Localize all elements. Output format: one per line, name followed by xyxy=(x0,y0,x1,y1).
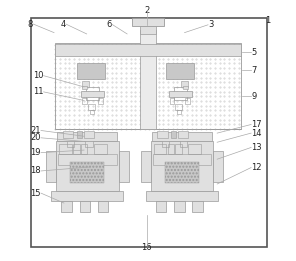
Bar xyxy=(94,144,107,154)
Bar xyxy=(141,151,151,182)
Text: 20: 20 xyxy=(30,133,41,142)
Bar xyxy=(173,87,187,100)
Bar xyxy=(185,98,190,104)
Bar xyxy=(82,81,89,87)
Text: 1: 1 xyxy=(266,16,271,25)
Bar xyxy=(170,98,174,104)
Bar xyxy=(82,98,87,104)
Text: 15: 15 xyxy=(30,189,41,198)
Bar xyxy=(189,144,201,154)
Bar xyxy=(181,81,188,87)
Text: 7: 7 xyxy=(251,66,256,75)
Bar xyxy=(180,141,187,147)
Bar xyxy=(82,86,87,89)
Bar xyxy=(165,162,199,183)
Bar xyxy=(86,87,99,100)
Bar xyxy=(156,201,166,212)
Bar xyxy=(59,144,72,154)
Bar xyxy=(58,154,117,165)
Bar xyxy=(46,151,56,182)
Text: 2: 2 xyxy=(144,6,149,15)
Bar xyxy=(52,191,123,201)
Bar xyxy=(61,201,72,212)
Text: 18: 18 xyxy=(30,167,41,175)
Bar xyxy=(176,144,182,154)
Text: 17: 17 xyxy=(251,120,262,129)
Bar xyxy=(81,144,87,154)
Bar xyxy=(154,144,166,154)
Text: 10: 10 xyxy=(33,71,44,80)
Bar xyxy=(192,201,203,212)
Bar xyxy=(83,131,94,138)
Bar xyxy=(157,131,168,138)
Bar xyxy=(55,44,241,56)
Bar xyxy=(55,43,241,129)
Bar xyxy=(73,144,80,154)
Bar xyxy=(77,63,105,79)
Text: 5: 5 xyxy=(251,48,256,57)
Bar xyxy=(169,91,192,97)
Bar xyxy=(168,144,174,154)
Bar xyxy=(178,110,181,114)
Bar xyxy=(132,18,164,26)
Bar xyxy=(162,141,169,147)
Bar xyxy=(80,201,90,212)
Bar xyxy=(81,91,104,97)
Bar xyxy=(67,141,74,147)
Bar xyxy=(146,191,218,201)
Bar xyxy=(153,154,211,165)
Text: 8: 8 xyxy=(28,20,33,28)
Bar xyxy=(70,162,104,183)
Bar xyxy=(56,141,119,191)
Bar xyxy=(140,30,156,129)
Bar xyxy=(213,151,223,182)
Bar xyxy=(183,86,188,89)
Bar xyxy=(140,26,156,34)
Bar xyxy=(152,132,212,141)
Text: 16: 16 xyxy=(141,243,152,252)
Bar xyxy=(175,104,182,110)
Text: 13: 13 xyxy=(251,143,262,152)
Text: 3: 3 xyxy=(208,20,213,29)
Bar xyxy=(166,63,194,79)
Text: 6: 6 xyxy=(106,20,112,28)
Text: 9: 9 xyxy=(251,92,256,100)
Text: 12: 12 xyxy=(251,163,262,172)
Bar xyxy=(57,132,118,141)
Bar xyxy=(98,201,108,212)
Bar xyxy=(85,141,93,147)
Bar xyxy=(98,98,103,104)
Bar xyxy=(171,131,176,138)
Text: 4: 4 xyxy=(61,20,66,28)
Bar xyxy=(174,201,184,212)
Text: 14: 14 xyxy=(251,129,262,138)
Text: 21: 21 xyxy=(30,126,41,135)
Text: 11: 11 xyxy=(33,87,44,96)
Bar xyxy=(77,131,82,138)
Text: 19: 19 xyxy=(30,148,41,157)
Bar xyxy=(178,131,189,138)
Bar xyxy=(30,18,267,247)
Bar xyxy=(90,110,94,114)
Bar xyxy=(119,151,129,182)
Bar xyxy=(88,104,95,110)
Bar xyxy=(151,141,213,191)
Bar xyxy=(63,131,73,138)
